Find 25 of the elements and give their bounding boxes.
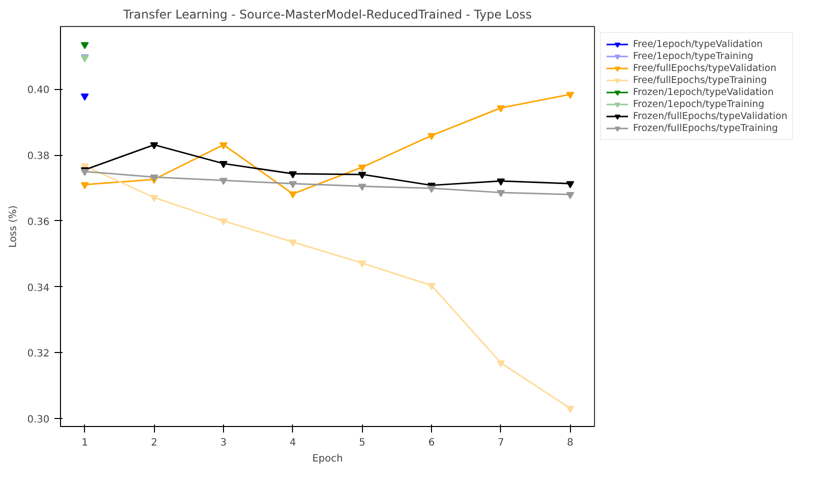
y-tick-label: 0.40 <box>27 85 50 96</box>
x-tick-label: 6 <box>428 438 435 448</box>
legend-label: Frozen/fullEpochs/typeValidation <box>633 110 788 122</box>
x-tick-label: 8 <box>567 438 574 448</box>
legend-label: Free/fullEpochs/typeValidation <box>633 62 776 74</box>
legend-label: Frozen/1epoch/typeTraining <box>633 98 764 110</box>
legend-label: Frozen/1epoch/typeValidation <box>633 86 774 98</box>
chart-title: Transfer Learning - Source-MasterModel-ReducedTrained - Type Loss <box>122 8 532 22</box>
x-tick-label: 3 <box>220 438 227 448</box>
x-tick-label: 5 <box>358 438 366 448</box>
x-tick-label: 7 <box>498 438 504 448</box>
x-tick-label: 2 <box>150 438 158 448</box>
x-axis-title: Epoch <box>312 454 343 464</box>
y-tick-label: 0.32 <box>27 348 50 360</box>
x-tick-label: 4 <box>290 438 296 448</box>
y-tick-label: 0.36 <box>27 216 50 228</box>
y-tick-label: 0.34 <box>27 282 50 294</box>
y-axis-title: Loss (%) <box>8 205 20 248</box>
legend-label: Free/1epoch/typeValidation <box>633 38 763 50</box>
legend-label: Free/fullEpochs/typeTraining <box>633 74 767 86</box>
x-tick-label: 1 <box>82 438 88 448</box>
legend-label: Frozen/fullEpochs/typeTraining <box>633 122 778 134</box>
legend-label: Free/1epoch/typeTraining <box>633 50 754 62</box>
y-tick-label: 0.38 <box>27 151 50 162</box>
y-tick-label: 0.30 <box>27 414 50 426</box>
